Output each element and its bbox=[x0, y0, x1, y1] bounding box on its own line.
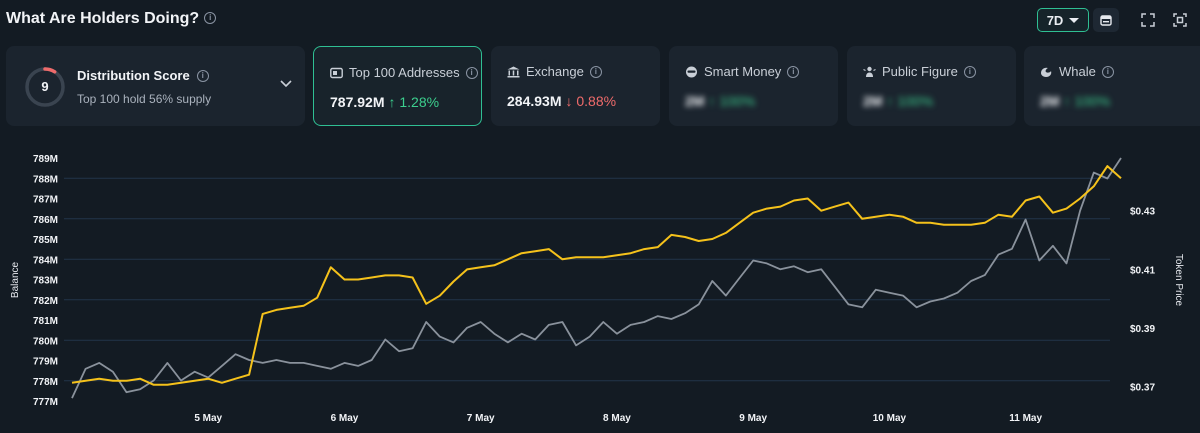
card-public-figure[interactable]: Public Figure i 2M ↑ 100% bbox=[847, 46, 1016, 126]
holders-balance-chart[interactable]: 789M 788M 787M 786M 785M 784M 783M 782M 781M 780M… bbox=[0, 140, 1200, 433]
y-right-tick-label: $0.37 bbox=[1130, 382, 1155, 393]
card-label-text: Top 100 Addresses bbox=[349, 65, 460, 80]
card-whale[interactable]: Whale i 2M ↑ 100% bbox=[1024, 46, 1200, 126]
card-value-text: 787.92M bbox=[330, 94, 385, 110]
card-value-hidden: 2M ↑ 100% bbox=[1040, 93, 1110, 109]
x-tick-label: 5 May bbox=[194, 413, 222, 424]
card-value-text: 284.93M bbox=[507, 93, 562, 109]
x-tick-label: 6 May bbox=[331, 413, 359, 424]
score-gauge bbox=[25, 67, 65, 107]
card-label-text: Whale bbox=[1059, 64, 1096, 79]
change-up: ↑ 1.28% bbox=[388, 94, 440, 110]
header: What Are Holders Doing? i 7D bbox=[0, 0, 1200, 38]
card-label-text: Public Figure bbox=[882, 64, 958, 79]
calendar-icon bbox=[1100, 15, 1112, 26]
info-icon[interactable]: i bbox=[204, 11, 217, 24]
card-value: 284.93M ↓ 0.88% bbox=[507, 93, 616, 109]
y-left-tick-label: 780M bbox=[33, 336, 58, 347]
y-left-tick-label: 788M bbox=[33, 174, 58, 185]
y-left-tick-label: 785M bbox=[33, 235, 58, 246]
x-tick-label: 7 May bbox=[467, 413, 495, 424]
card-label: Public Figure i bbox=[863, 64, 976, 79]
distribution-score-subtitle: Top 100 hold 56% supply bbox=[77, 92, 212, 106]
y-right-tick-label: $0.43 bbox=[1130, 207, 1155, 218]
public-figure-icon bbox=[863, 66, 876, 77]
y-left-tick-label: 778M bbox=[33, 377, 58, 388]
card-top-100-addresses[interactable]: Top 100 Addresses i 787.92M ↑ 1.28% bbox=[313, 46, 482, 126]
y-left-tick-label: 779M bbox=[33, 357, 58, 368]
card-label: Top 100 Addresses i bbox=[330, 65, 478, 80]
card-value-hidden: 2M ↑ 100% bbox=[685, 93, 755, 109]
y-left-tick-label: 781M bbox=[33, 316, 58, 327]
y-left-tick-label: 777M bbox=[33, 397, 58, 408]
card-label: Whale i bbox=[1040, 64, 1114, 79]
chevron-down-icon bbox=[1069, 17, 1080, 23]
y-left-tick-label: 786M bbox=[33, 215, 58, 226]
y-axis-left-label: Balance bbox=[10, 261, 21, 298]
y-left-tick-label: 782M bbox=[33, 296, 58, 307]
change-up: ↑ 100% bbox=[886, 93, 934, 109]
card-label-text: Smart Money bbox=[704, 64, 782, 79]
x-tick-label: 10 May bbox=[873, 413, 907, 424]
distribution-score-title: Distribution Score i bbox=[77, 68, 209, 83]
calendar-button[interactable] bbox=[1093, 8, 1119, 32]
screenshot-icon bbox=[1173, 13, 1187, 27]
whale-icon bbox=[1041, 67, 1052, 77]
y-left-tick-label: 789M bbox=[33, 154, 58, 165]
info-icon[interactable]: i bbox=[1101, 65, 1114, 78]
change-up: ↑ 100% bbox=[1063, 93, 1111, 109]
card-smart-money[interactable]: Smart Money i 2M ↑ 100% bbox=[669, 46, 838, 126]
card-label-text: Exchange bbox=[526, 64, 584, 79]
card-value-text: 2M bbox=[863, 93, 883, 109]
fullscreen-icon bbox=[1141, 13, 1155, 27]
y-axis-right-label: Token Price bbox=[1173, 254, 1184, 307]
distribution-score-title-text: Distribution Score bbox=[77, 68, 190, 83]
y-axis-left-ticks: 789M 788M 787M 786M 785M 784M 783M 782M 781M 780M… bbox=[33, 154, 58, 408]
card-value-hidden: 2M ↑ 100% bbox=[863, 93, 933, 109]
card-value-text: 2M bbox=[1040, 93, 1060, 109]
info-icon[interactable]: i bbox=[589, 65, 602, 78]
card-label: Smart Money i bbox=[685, 64, 800, 79]
x-tick-label: 11 May bbox=[1009, 413, 1042, 424]
card-label: Exchange i bbox=[507, 64, 602, 79]
wallet-icon bbox=[330, 67, 343, 78]
info-icon[interactable]: i bbox=[787, 65, 800, 78]
card-exchange[interactable]: Exchange i 284.93M ↓ 0.88% bbox=[491, 46, 660, 126]
fullscreen-button[interactable] bbox=[1136, 8, 1160, 32]
change-up: ↑ 100% bbox=[708, 93, 756, 109]
y-left-tick-label: 783M bbox=[33, 276, 58, 287]
change-down: ↓ 0.88% bbox=[565, 93, 617, 109]
period-dropdown[interactable]: 7D bbox=[1037, 8, 1089, 32]
distribution-score-card[interactable]: 9 Distribution Score i Top 100 hold 56% s… bbox=[6, 46, 305, 126]
card-value: 787.92M ↑ 1.28% bbox=[330, 94, 439, 110]
y-left-tick-label: 784M bbox=[33, 255, 58, 266]
distribution-score-value: 9 bbox=[41, 79, 49, 94]
info-icon[interactable]: i bbox=[963, 65, 976, 78]
info-icon[interactable]: i bbox=[196, 69, 209, 82]
y-left-tick-label: 787M bbox=[33, 195, 58, 206]
card-value-text: 2M bbox=[685, 93, 705, 109]
x-axis-ticks: 5 May 6 May 7 May 8 May 9 May 10 May 11 May bbox=[194, 413, 1042, 424]
screenshot-button[interactable] bbox=[1168, 8, 1192, 32]
info-icon[interactable]: i bbox=[465, 66, 478, 79]
balance-series-line bbox=[71, 165, 1122, 386]
grid-lines bbox=[64, 177, 1110, 382]
x-tick-label: 8 May bbox=[603, 413, 631, 424]
bank-icon bbox=[507, 66, 520, 77]
y-right-tick-label: $0.41 bbox=[1130, 265, 1155, 276]
y-right-tick-label: $0.39 bbox=[1130, 324, 1155, 335]
smart-money-icon bbox=[686, 66, 697, 77]
token-price-series-line bbox=[71, 157, 1122, 399]
page-title: What Are Holders Doing? i bbox=[6, 10, 217, 28]
page-title-text: What Are Holders Doing? bbox=[6, 10, 200, 27]
series-lines bbox=[71, 157, 1122, 399]
y-axis-right-ticks: $0.43 $0.41 $0.39 $0.37 bbox=[1130, 207, 1155, 394]
period-label: 7D bbox=[1046, 12, 1064, 28]
x-tick-label: 9 May bbox=[739, 413, 767, 424]
chevron-down-icon[interactable] bbox=[280, 80, 292, 88]
